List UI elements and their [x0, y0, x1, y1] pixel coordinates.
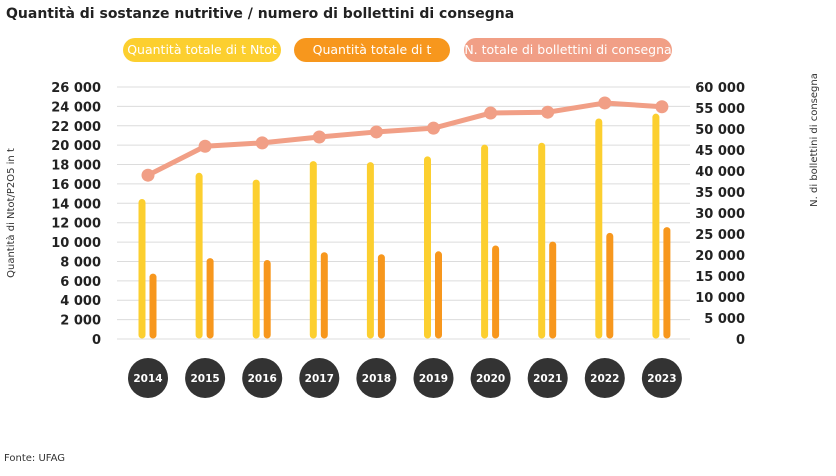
y-tick-right: 50 000 — [695, 123, 745, 138]
line-point — [484, 106, 498, 120]
y-tick-right: 25 000 — [695, 228, 745, 243]
y-tick-right: 60 000 — [695, 81, 745, 96]
y-tick-right: 35 000 — [695, 186, 745, 201]
y-tick-right: 10 000 — [695, 291, 745, 306]
x-tick-label: 2017 — [305, 373, 334, 385]
line-point — [255, 136, 269, 150]
year-badge — [242, 358, 283, 398]
y-tick-right: 45 000 — [695, 144, 745, 159]
y-tick-right: 5 000 — [704, 312, 745, 327]
y-tick-right: 55 000 — [695, 102, 745, 117]
line-point — [427, 121, 440, 135]
y-tick-left: 4 000 — [60, 294, 101, 309]
legend-item: N. totale di bollettini di consegna — [464, 38, 672, 62]
x-tick-label: 2019 — [419, 373, 448, 385]
line-point — [655, 100, 669, 114]
year-badge — [470, 358, 511, 398]
year-badge — [356, 358, 397, 398]
line-point — [541, 105, 555, 119]
y-tick-left: 18 000 — [51, 159, 101, 174]
y-tick-left: 2 000 — [60, 314, 101, 329]
y-tick-right: 20 000 — [695, 249, 745, 264]
y-tick-left: 12 000 — [51, 217, 101, 232]
y-tick-left: 10 000 — [51, 236, 101, 251]
x-tick-label: 2016 — [248, 373, 277, 385]
y-tick-right: 30 000 — [695, 207, 745, 222]
x-tick-label: 2022 — [590, 373, 619, 385]
y-tick-right: 40 000 — [695, 165, 745, 180]
y-tick-left: 24 000 — [51, 100, 101, 115]
line-point — [598, 96, 612, 110]
line-bollettini — [146, 100, 663, 178]
y-tick-left: 6 000 — [60, 275, 101, 290]
year-badge — [413, 358, 454, 398]
y-tick-right: 0 — [736, 333, 745, 348]
year-badge — [185, 358, 226, 398]
year-badge — [299, 358, 340, 398]
line-point — [141, 168, 155, 182]
year-badge — [128, 358, 168, 398]
year-badge — [584, 358, 625, 398]
x-tick-label: 2020 — [476, 373, 505, 385]
y-tick-left: 20 000 — [51, 139, 101, 154]
line-point — [369, 125, 383, 139]
x-tick-label: 2023 — [647, 373, 676, 385]
chart-title: Quantità di sostanze nutritive / numero … — [6, 6, 515, 22]
legend-item: Quantità totale di t P2O5 — [294, 38, 450, 81]
y-axis-label-right: N. di bollettini di consegna — [809, 73, 820, 207]
y-tick-left: 8 000 — [60, 255, 101, 270]
x-tick-label: 2015 — [190, 373, 219, 385]
y-tick-left: 26 000 — [51, 81, 101, 96]
year-badge — [527, 358, 568, 398]
y-tick-left: 22 000 — [51, 120, 101, 135]
line-point — [198, 139, 212, 153]
y-tick-left: 0 — [92, 333, 101, 348]
y-tick-right: 15 000 — [695, 270, 745, 285]
x-tick-label: 2014 — [133, 373, 162, 385]
y-axis-label-left: Quantità di Ntot/P2O5 in t — [5, 148, 17, 278]
legend-item: Quantità totale di t Ntot — [123, 38, 281, 62]
year-badge — [641, 358, 682, 398]
x-tick-label: 2018 — [362, 373, 391, 385]
line-point — [312, 130, 326, 144]
x-tick-label: 2021 — [533, 373, 562, 385]
y-tick-left: 14 000 — [51, 197, 101, 212]
y-tick-left: 16 000 — [51, 178, 101, 193]
source-note: Fonte: UFAG — [4, 453, 66, 464]
